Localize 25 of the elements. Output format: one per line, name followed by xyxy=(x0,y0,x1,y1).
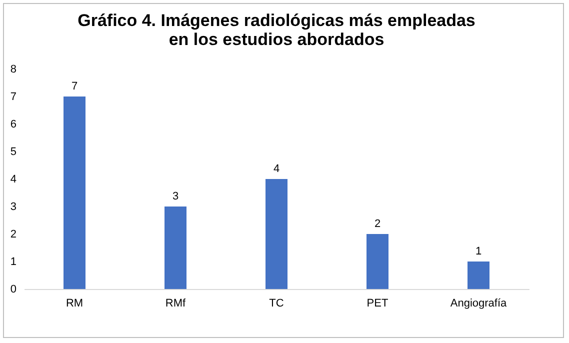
bar xyxy=(164,206,186,289)
y-tick-label: 7 xyxy=(10,91,16,103)
bar xyxy=(468,262,490,289)
x-tick-label: PET xyxy=(366,298,388,310)
x-tick-label: RMf xyxy=(165,298,187,310)
y-tick-label: 4 xyxy=(10,174,16,186)
data-label: 2 xyxy=(374,218,381,230)
x-tick-label: Angiografía xyxy=(450,298,508,310)
data-label: 7 xyxy=(71,80,78,92)
data-label: 1 xyxy=(475,246,482,258)
data-label: 4 xyxy=(273,163,280,175)
x-tick-label: TC xyxy=(269,298,284,310)
x-tick-label: RM xyxy=(66,298,84,310)
y-tick-label: 8 xyxy=(10,64,16,76)
y-tick-label: 2 xyxy=(10,228,16,240)
y-tick-label: 0 xyxy=(10,284,16,296)
y-tick-label: 5 xyxy=(10,146,16,158)
bar xyxy=(266,179,288,289)
chart-title: Gráfico 4. Imágenes radiológicas más empleadas en los estudios abordados xyxy=(78,11,476,49)
y-tick-label: 6 xyxy=(10,118,16,130)
data-label: 3 xyxy=(172,190,179,202)
bar xyxy=(64,96,86,289)
bar xyxy=(366,234,388,289)
y-tick-label: 3 xyxy=(10,201,16,213)
y-tick-label: 1 xyxy=(10,256,16,268)
